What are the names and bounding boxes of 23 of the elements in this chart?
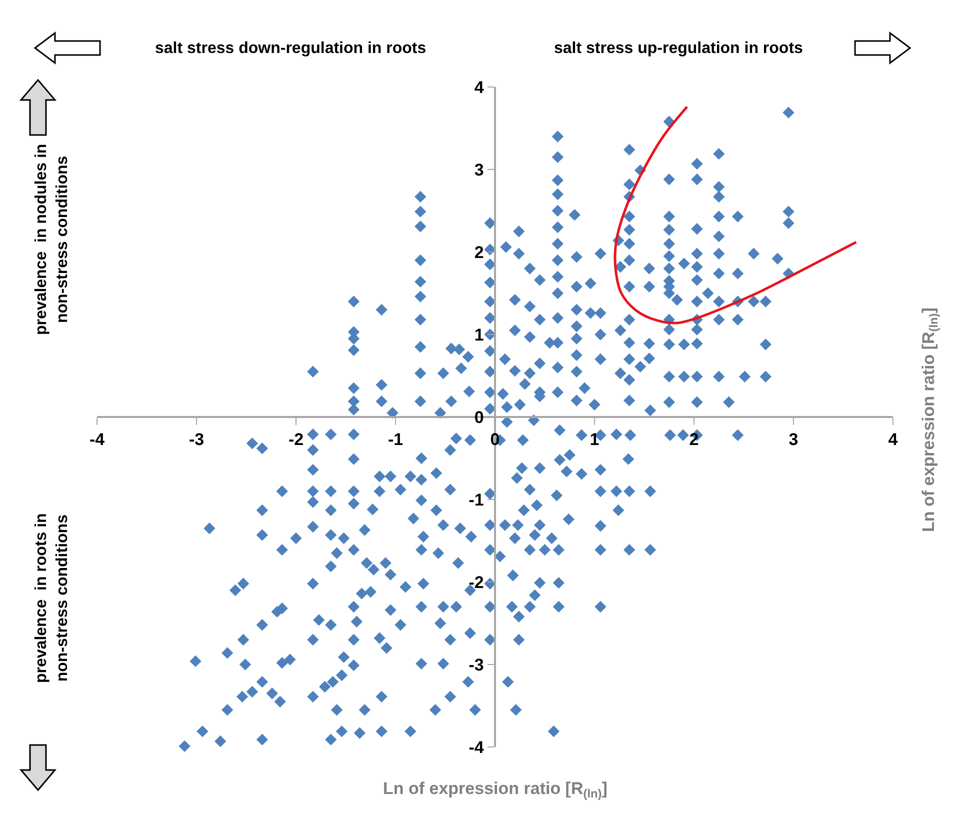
y-tick-label: -1	[468, 490, 484, 510]
x-tick-label: -2	[288, 430, 304, 450]
y-tick-label: 1	[474, 325, 484, 344]
x-axis-title: Ln of expression ratio [R$_{(ln)}$]	[383, 779, 608, 801]
y-tick-label: -4	[468, 738, 484, 757]
y-tick-label: 2	[474, 242, 484, 262]
x-tick-label: -1	[388, 430, 404, 450]
y-tick-label: 0	[474, 408, 484, 427]
y-tick-label: -3	[468, 655, 484, 674]
x-tick-label: -3	[188, 430, 204, 450]
x-tick-label: 3	[788, 430, 798, 450]
line-series	[614, 106, 858, 324]
y-tick-label: -2	[468, 572, 484, 592]
x-tick-label: 0	[490, 430, 500, 450]
x-tick-label: 1	[590, 430, 600, 450]
y-tick-label: 4	[474, 78, 484, 97]
text: prevalence in nodules in non-stress conditions	[33, 144, 71, 335]
y-tick-label: 3	[474, 160, 484, 180]
x-tick-label: 4	[888, 430, 898, 450]
text: salt stress down-regulation in roots	[155, 40, 426, 57]
x-tick-label: -4	[89, 430, 106, 450]
text: salt stress up-regulation in roots	[554, 40, 804, 57]
text: prevalence in roots in non-stress conditions	[33, 513, 71, 683]
